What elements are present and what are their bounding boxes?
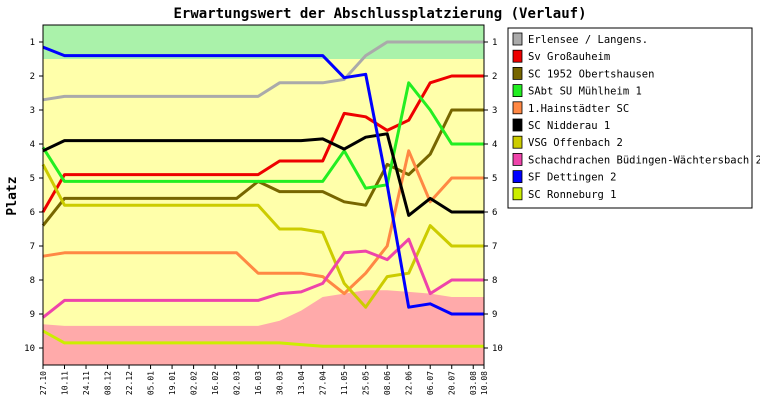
legend-label-8: SF Dettingen 2 [528,172,617,184]
legend-swatch-3 [512,84,523,97]
x-tick-label-5: 05.01 [147,371,156,395]
y-tick-label-left-1: 1 [30,38,35,48]
legend-label-2: SC 1952 Obertshausen [528,68,654,80]
series-line-6 [41,163,484,309]
x-tick-label-18: 06.07 [426,371,435,395]
x-tick-label-13: 27.04 [319,371,328,395]
legend: Erlensee / Langens. Sv Großauheim SC 1952 … [507,27,760,209]
y-tick-label-left-8: 8 [30,276,35,286]
chart-title: Erwartungswert der Abschlussplatzierung … [173,6,586,22]
legend-label-6: VSG Offenbach 2 [528,137,623,149]
y-ticks: 1 1 2 2 3 3 4 4 5 5 6 6 7 7 8 8 9 9 10 10 [24,38,503,354]
x-ticks: 27.10 10.11 24.11 08.12 22.12 05.01 19.01 02.02… [39,365,489,395]
x-tick-label-10: 16.03 [254,371,263,395]
x-tick-label-14: 11.05 [340,371,349,395]
legend-swatch-2 [512,67,523,80]
x-tick-label-20: 03.08 [469,371,478,395]
x-tick-label-6: 19.01 [168,371,177,395]
y-tick-label-left-5: 5 [30,174,35,184]
plot-frame [42,24,485,366]
series-line-0 [42,40,484,102]
legend-swatch-6 [512,135,523,149]
y-tick-label-right-10: 10 [492,344,503,354]
series-lines [41,40,484,348]
legend-swatch-7 [512,152,523,166]
legend-swatch-9 [512,187,523,201]
y-tick-label-left-6: 6 [30,208,35,218]
x-tick-label-3: 08.12 [104,371,113,395]
series-line-4 [42,149,484,296]
x-tick-label-19: 20.07 [448,371,457,395]
legend-box [507,27,753,209]
y-tick-label-right-4: 4 [492,140,497,150]
y-tick-label-left-9: 9 [30,310,35,320]
series-line-9 [42,329,484,348]
y-tick-label-left-4: 4 [30,140,35,150]
y-tick-label-left-2: 2 [30,72,35,82]
x-tick-label-1: 10.11 [61,371,70,395]
legend-label-5: SC Nidderau 1 [528,120,610,132]
x-tick-label-11: 30.03 [276,371,285,395]
legend-swatch-5 [512,118,523,132]
legend-swatch-1 [512,49,523,63]
x-tick-label-0: 27.10 [39,371,48,395]
legend-swatch-8 [512,170,523,184]
series-line-8 [42,45,484,316]
legend-label-7: Schachdrachen Büdingen-Wächtersbach 2 [528,154,760,166]
y-tick-label-right-8: 8 [492,276,497,286]
y-axis-label: Platz [5,176,20,215]
y-tick-label-right-5: 5 [492,174,497,184]
legend-swatch-4 [512,101,523,115]
x-tick-label-2: 24.11 [82,371,91,395]
y-tick-label-right-9: 9 [492,310,497,320]
y-tick-label-right-2: 2 [492,72,497,82]
x-tick-label-12: 13.04 [297,371,306,395]
x-tick-label-8: 16.02 [211,371,220,395]
series-line-1 [41,74,484,213]
x-tick-label-16: 08.06 [383,371,392,395]
legend-label-4: 1.Hainstädter SC [528,103,629,115]
x-tick-label-4: 22.12 [125,371,134,395]
x-tick-label-17: 22.06 [405,371,414,395]
legend-swatch-0 [512,32,523,46]
y-tick-label-right-6: 6 [492,208,497,218]
legend-label-0: Erlensee / Langens. [528,34,648,46]
series-line-7 [42,237,484,319]
y-tick-label-right-3: 3 [492,106,497,116]
x-tick-label-9: 02.03 [233,371,242,395]
x-tick-label-7: 02.02 [190,371,199,395]
series-line-5 [42,132,484,217]
series-line-2 [41,108,484,227]
series-line-3 [41,81,484,190]
y-tick-label-right-1: 1 [492,38,497,48]
y-tick-label-left-3: 3 [30,106,35,116]
legend-label-1: Sv Großauheim [528,51,610,63]
x-tick-label-15: 25.05 [362,371,371,395]
x-tick-label-21: 10.08 [480,371,489,395]
legend-label-3: SAbt SU Mühlheim 1 [528,86,642,98]
y-tick-label-right-7: 7 [492,242,497,252]
y-tick-label-left-7: 7 [30,242,35,252]
legend-label-9: SC Ronneburg 1 [528,189,617,201]
y-tick-label-left-10: 10 [24,344,35,354]
